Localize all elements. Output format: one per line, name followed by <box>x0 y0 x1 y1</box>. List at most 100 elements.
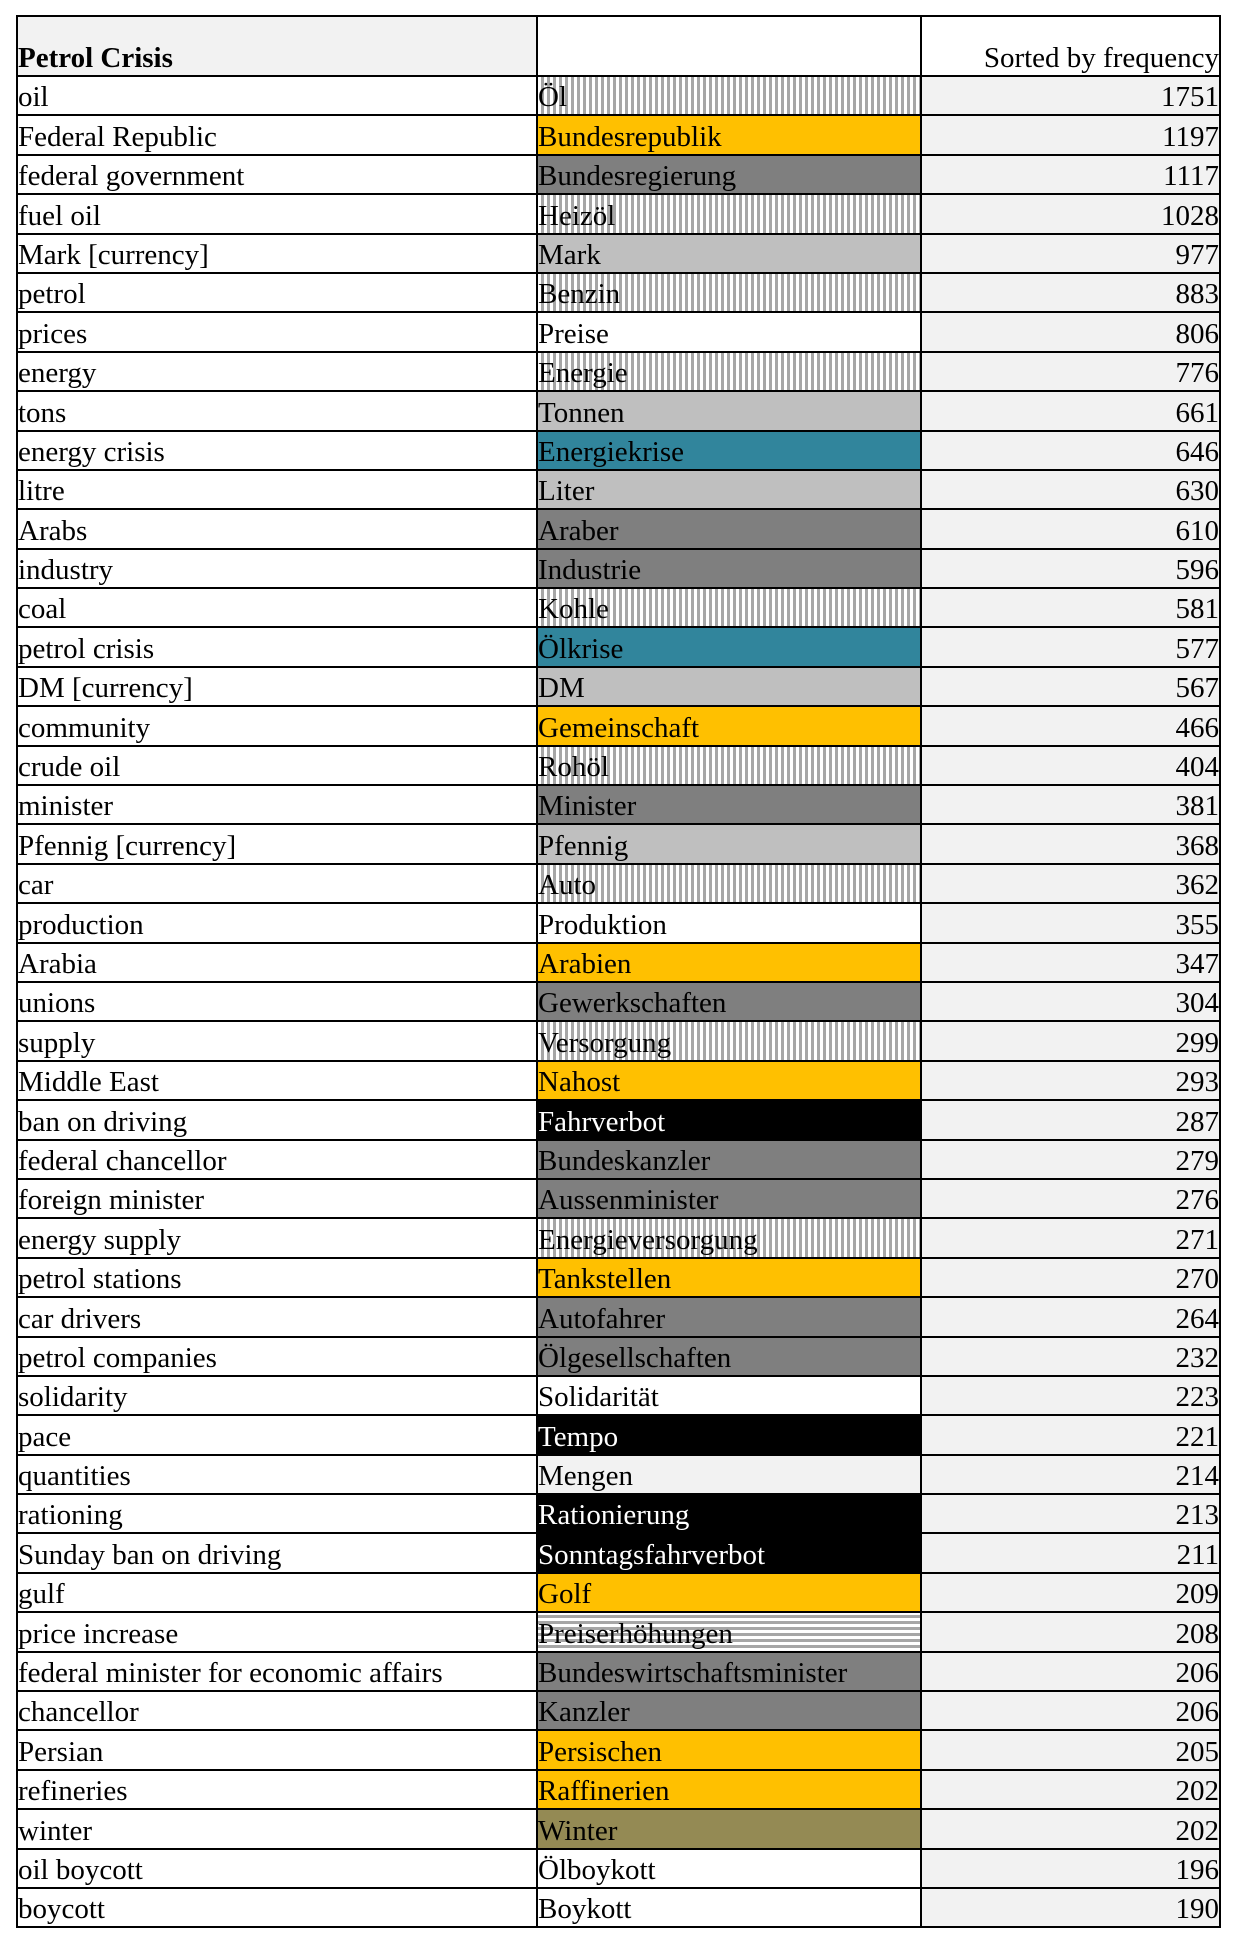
table-row: federal chancellor Bundeskanzler 279 <box>16 1138 1221 1180</box>
frequency-value: 1197 <box>920 114 1221 156</box>
german-term: Aussenminister <box>536 1177 922 1220</box>
german-term: Sonntagsfahrverbot <box>536 1532 922 1574</box>
german-term: Raffinerien <box>536 1768 922 1811</box>
german-term: Ölboykott <box>536 1847 922 1889</box>
table-row: refineries Raffinerien 202 <box>16 1768 1221 1811</box>
table-row: ban on driving Fahrverbot 287 <box>16 1099 1221 1141</box>
frequency-value: 581 <box>920 587 1221 629</box>
german-term: Pfennig <box>536 823 922 865</box>
frequency-value: 214 <box>920 1453 1221 1496</box>
german-term: Bundesrepublik <box>536 114 922 156</box>
english-term: fuel oil <box>16 193 538 235</box>
german-term: Golf <box>536 1571 922 1614</box>
frequency-value: 221 <box>920 1414 1221 1456</box>
frequency-value: 883 <box>920 271 1221 314</box>
table-row: oil Öl 1751 <box>16 74 1221 117</box>
english-term: industry <box>16 547 538 590</box>
german-term: Autofahrer <box>536 1296 922 1338</box>
frequency-value: 287 <box>920 1099 1221 1141</box>
frequency-value: 404 <box>920 744 1221 787</box>
english-term: Pfennig [currency] <box>16 823 538 865</box>
english-term: petrol companies <box>16 1335 538 1377</box>
table-row: minister Minister 381 <box>16 784 1221 826</box>
german-term: DM <box>536 665 922 708</box>
german-term: Kanzler <box>536 1690 922 1732</box>
german-term: Rationierung <box>536 1493 922 1535</box>
german-term: Produktion <box>536 902 922 944</box>
table-row: supply Versorgung 299 <box>16 1020 1221 1062</box>
table-row: chancellor Kanzler 206 <box>16 1690 1221 1732</box>
table-row: Arabia Arabien 347 <box>16 941 1221 983</box>
table-row: industry Industrie 596 <box>16 547 1221 590</box>
table-row: energy Energie 776 <box>16 350 1221 393</box>
table-row: federal minister for economic affairs Bun… <box>16 1650 1221 1693</box>
english-term: solidarity <box>16 1374 538 1417</box>
english-term: ban on driving <box>16 1099 538 1141</box>
english-term: rationing <box>16 1493 538 1535</box>
english-term: petrol crisis <box>16 626 538 668</box>
table-row: prices Preise 806 <box>16 311 1221 353</box>
table-row: unions Gewerkschaften 304 <box>16 980 1221 1023</box>
english-term: pace <box>16 1414 538 1456</box>
frequency-value: 202 <box>920 1768 1221 1811</box>
german-term: Mark <box>536 232 922 274</box>
german-term: Bundesregierung <box>536 153 922 196</box>
german-term: Winter <box>536 1808 922 1850</box>
table-row: petrol Benzin 883 <box>16 271 1221 314</box>
german-term: Versorgung <box>536 1020 922 1062</box>
table-row: petrol crisis Ölkrise 577 <box>16 626 1221 668</box>
table-header-row: Petrol Crisis Sorted by frequency <box>16 15 1221 77</box>
german-term: Gewerkschaften <box>536 980 922 1023</box>
german-term: Preise <box>536 311 922 353</box>
table-row: Middle East Nahost 293 <box>16 1059 1221 1102</box>
german-term: Preiserhöhungen <box>536 1611 922 1653</box>
german-term: Energiekrise <box>536 429 922 471</box>
german-term: Nahost <box>536 1059 922 1102</box>
table-row: foreign minister Aussenminister 276 <box>16 1177 1221 1220</box>
german-term: Araber <box>536 508 922 550</box>
frequency-value: 1028 <box>920 193 1221 235</box>
table-row: gulf Golf 209 <box>16 1571 1221 1614</box>
frequency-value: 381 <box>920 784 1221 826</box>
english-term: federal government <box>16 153 538 196</box>
english-term: prices <box>16 311 538 353</box>
german-term: Liter <box>536 468 922 511</box>
frequency-value: 279 <box>920 1138 1221 1180</box>
frequency-value: 293 <box>920 1059 1221 1102</box>
german-term: Fahrverbot <box>536 1099 922 1141</box>
table-row: Persian Persischen 205 <box>16 1729 1221 1771</box>
table-row: production Produktion 355 <box>16 902 1221 944</box>
table-row: car drivers Autofahrer 264 <box>16 1296 1221 1338</box>
frequency-value: 211 <box>920 1532 1221 1574</box>
frequency-value: 270 <box>920 1256 1221 1299</box>
frequency-value: 977 <box>920 232 1221 274</box>
frequency-value: 355 <box>920 902 1221 944</box>
frequency-value: 362 <box>920 862 1221 905</box>
german-term: Bundeswirtschaftsminister <box>536 1650 922 1693</box>
german-term: Benzin <box>536 271 922 314</box>
frequency-value: 567 <box>920 665 1221 708</box>
english-term: production <box>16 902 538 944</box>
frequency-value: 206 <box>920 1650 1221 1693</box>
frequency-value: 209 <box>920 1571 1221 1614</box>
english-term: winter <box>16 1808 538 1850</box>
english-term: petrol stations <box>16 1256 538 1299</box>
table-row: pace Tempo 221 <box>16 1414 1221 1456</box>
german-term: Gemeinschaft <box>536 705 922 747</box>
english-term: energy supply <box>16 1217 538 1259</box>
frequency-value: 206 <box>920 1690 1221 1732</box>
table-row: crude oil Rohöl 404 <box>16 744 1221 787</box>
english-term: supply <box>16 1020 538 1062</box>
english-term: Arabs <box>16 508 538 550</box>
table-title: Petrol Crisis <box>16 15 538 77</box>
table-row: winter Winter 202 <box>16 1808 1221 1850</box>
english-term: Arabia <box>16 941 538 983</box>
table-row: boycott Boykott 190 <box>16 1886 1221 1929</box>
frequency-value: 596 <box>920 547 1221 590</box>
header-empty-cell <box>536 15 922 77</box>
english-term: refineries <box>16 1768 538 1811</box>
german-term: Minister <box>536 784 922 826</box>
frequency-value: 208 <box>920 1611 1221 1653</box>
german-term: Tankstellen <box>536 1256 922 1299</box>
table-row: litre Liter 630 <box>16 468 1221 511</box>
